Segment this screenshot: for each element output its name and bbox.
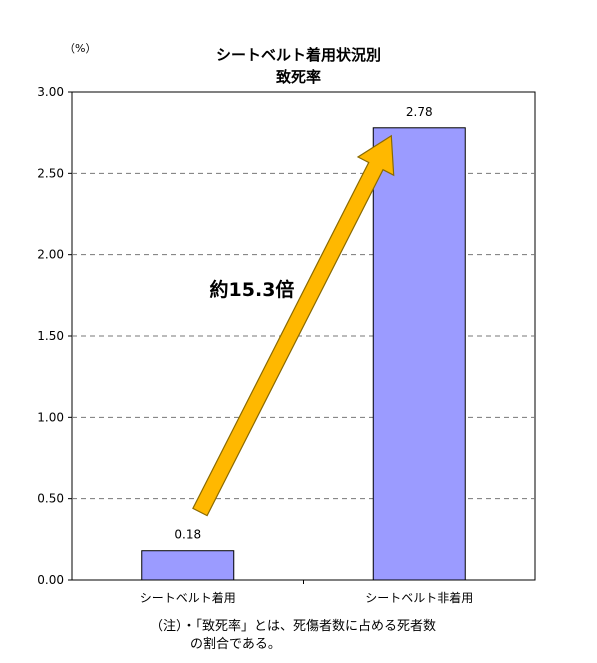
y-tick-label: 0.00 — [37, 573, 64, 587]
bar-value-label: 0.18 — [174, 528, 201, 542]
y-tick-label: 3.00 — [37, 85, 64, 99]
footnote-prefix: （注） — [150, 619, 183, 634]
footnote: （注）・「致死率」とは、死傷者数に占める死者数 の割合である。 — [150, 618, 436, 654]
bar — [372, 127, 466, 581]
bar — [141, 550, 235, 581]
ratio-arrow — [192, 134, 395, 517]
y-tick-label: 2.50 — [37, 166, 64, 180]
footnote-line-2: の割合である。 — [190, 637, 281, 652]
bar-value-label: 2.78 — [406, 105, 433, 119]
x-category-label: シートベルト着用 — [140, 590, 236, 605]
y-tick-label: 1.50 — [37, 329, 64, 343]
ratio-annotation: 約15.3倍 — [210, 278, 295, 301]
x-category-label: シートベルト非着用 — [365, 590, 473, 605]
y-tick-label: 0.50 — [37, 492, 64, 506]
y-axis-unit: （%） — [64, 42, 97, 55]
chart-subtitle: 致死率 — [275, 68, 321, 86]
y-tick-label: 1.00 — [37, 410, 64, 424]
chart-title: シートベルト着用状況別 — [215, 46, 381, 64]
y-tick-label: 2.00 — [37, 248, 64, 262]
footnote-line-1: ・「致死率」とは、死傷者数に占める死者数 — [182, 619, 437, 634]
